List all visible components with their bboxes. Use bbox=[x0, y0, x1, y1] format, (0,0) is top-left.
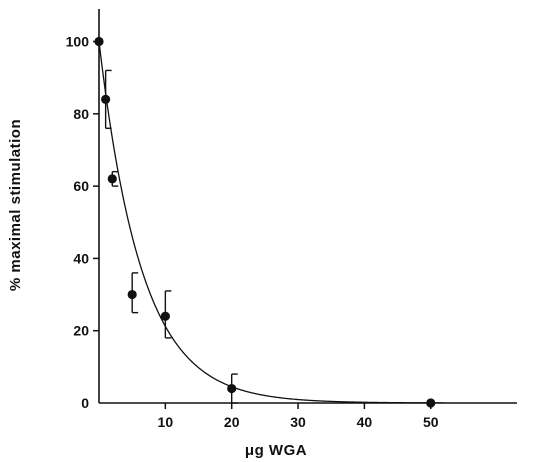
x-tick-label: 10 bbox=[158, 414, 174, 430]
y-tick-label: 100 bbox=[66, 34, 90, 50]
y-tick-label: 40 bbox=[73, 250, 89, 266]
fit-curve bbox=[98, 41, 445, 404]
x-tick-label: 20 bbox=[224, 414, 240, 430]
data-point bbox=[227, 383, 237, 394]
error-bars bbox=[104, 69, 238, 404]
fit-curve-group bbox=[98, 41, 445, 404]
x-tick-label: 50 bbox=[423, 414, 439, 430]
data-point bbox=[160, 311, 170, 321]
x-tick-label: 40 bbox=[357, 414, 373, 430]
y-axis-label: % maximal stimulation bbox=[7, 119, 24, 291]
x-axis-label: μg WGA bbox=[245, 442, 307, 459]
y-tick-label: 80 bbox=[73, 106, 89, 122]
data-points bbox=[94, 36, 436, 408]
y-tick-label: 0 bbox=[81, 395, 89, 411]
data-point bbox=[426, 398, 436, 408]
tick-labels: 0 20 40 60 80 100 10 20 30 40 50 bbox=[66, 34, 439, 430]
y-tick-label: 20 bbox=[73, 323, 89, 339]
y-tick-label: 60 bbox=[73, 178, 89, 194]
data-point bbox=[94, 36, 104, 47]
data-point bbox=[101, 94, 111, 104]
data-point bbox=[107, 174, 117, 184]
axes bbox=[93, 9, 517, 409]
data-point bbox=[127, 289, 137, 300]
x-tick-label: 30 bbox=[290, 414, 306, 430]
